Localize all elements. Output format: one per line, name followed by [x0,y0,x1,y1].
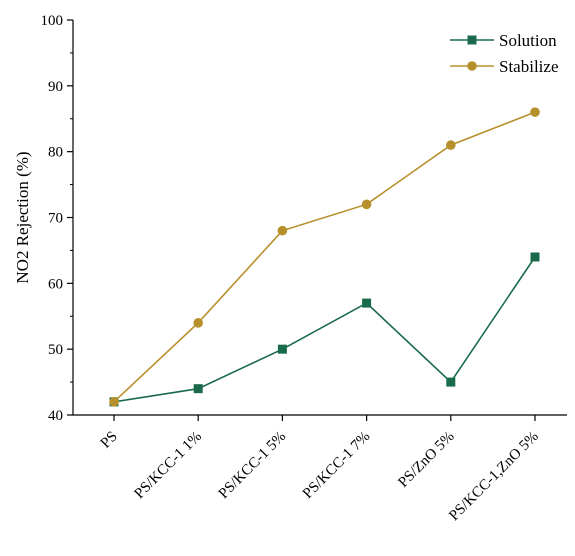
y-ticks: 40 50 60 70 80 90 100 [41,13,73,424]
y-axis-label: NO2 Rejection (%) [13,151,32,283]
legend-marker [467,61,477,71]
series-layer [109,107,540,407]
x-tick-label: PS/KCC-1 1% [132,429,205,502]
data-point [362,298,372,308]
data-point [193,384,203,394]
series-line [113,256,536,403]
y-tick-label: 40 [48,408,63,424]
data-point [109,397,119,407]
y-tick-label: 100 [41,13,64,29]
legend: Solution Stabilize [450,31,558,76]
x-tick-label: PS/KCC-1 5% [216,429,289,502]
legend-label: Solution [499,31,557,50]
x-tick-label: PS [98,429,121,452]
legend-label: Stabilize [499,57,558,76]
data-point [277,344,287,354]
y-tick-label: 70 [48,211,63,227]
y-tick-label: 90 [48,79,63,95]
x-ticks: PS PS/KCC-1 1% PS/KCC-1 5% PS/KCC-1 7% PS/Zn… [98,415,542,524]
x-tick-label: PS/KCC-1 7% [300,429,373,502]
data-point [446,140,456,150]
data-point [193,318,203,328]
series-line [113,111,536,403]
data-point [530,252,540,262]
data-point [530,107,540,117]
series-stabilize [109,107,540,407]
axes [72,20,567,416]
y-tick-label: 80 [48,145,63,161]
legend-marker [467,35,477,45]
data-point [277,225,288,236]
legend-item: Stabilize [450,57,558,76]
legend-item: Solution [450,31,557,50]
y-tick-label: 50 [48,342,63,358]
y-tick-label: 60 [48,276,63,292]
data-point [446,377,456,387]
data-point [361,199,372,210]
series-solution [109,252,540,407]
x-tick-label: PS/KCC-1,ZnO 5% [446,429,542,525]
x-tick-label: PS/ZnO 5% [395,429,457,491]
